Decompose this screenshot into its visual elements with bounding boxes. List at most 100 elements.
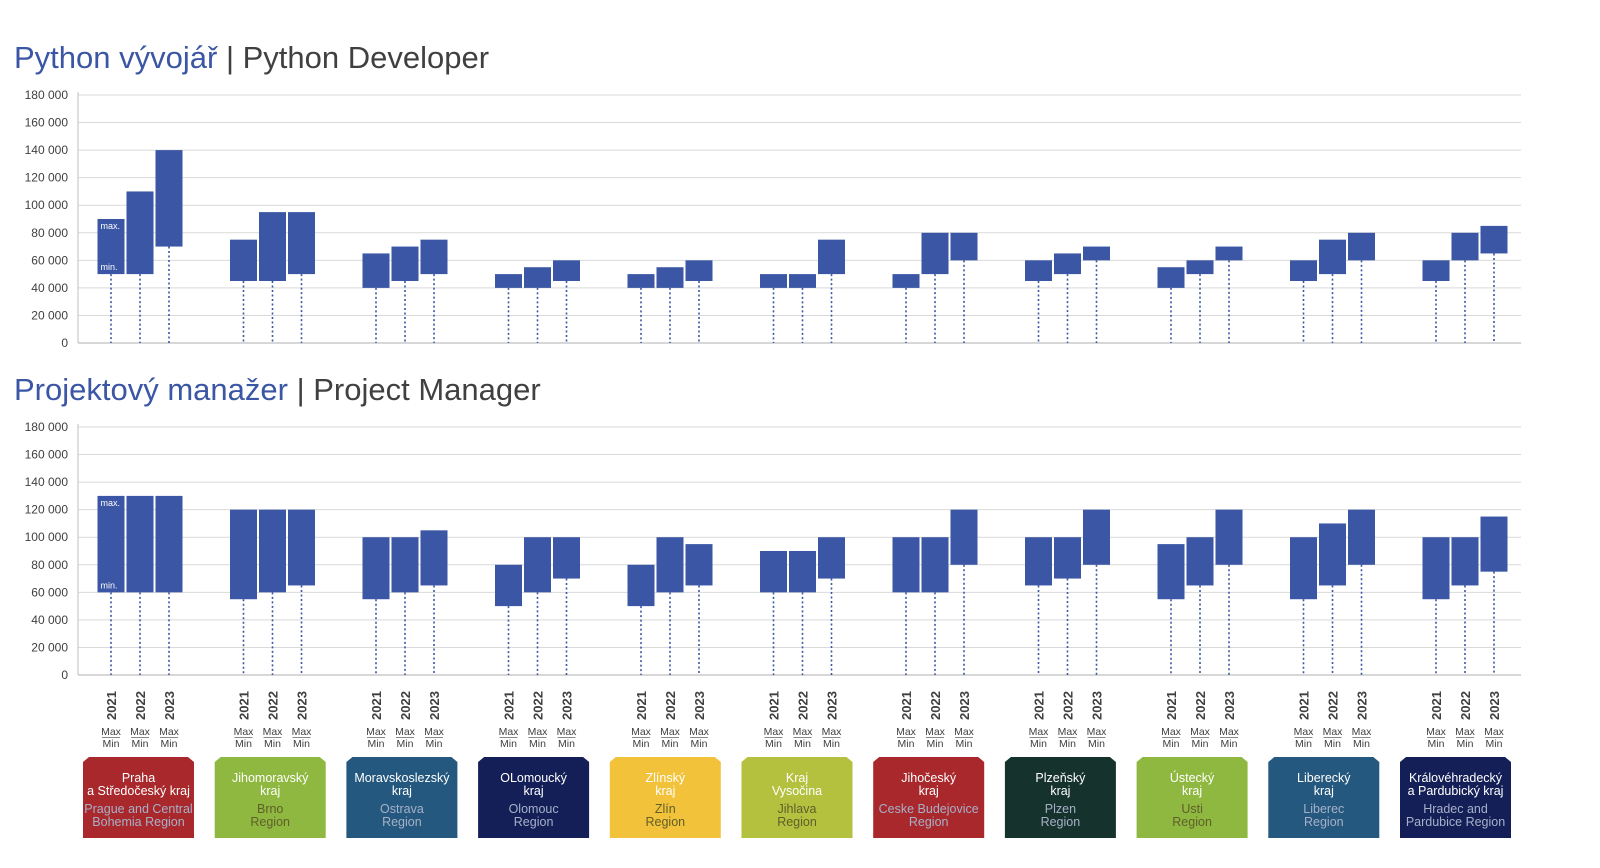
year-label: 2021 [369,691,384,720]
salary-range-bar [656,537,684,593]
max-label: Max [263,726,284,738]
salary-range-bar [818,537,845,579]
max-label: Max [234,726,255,738]
salary-range-bar [126,191,154,275]
salary-range-bar [230,239,257,281]
min-label: Min [1030,738,1047,750]
region-name-cz: kraj [392,784,412,798]
region-badge-shape [1268,757,1380,838]
min-label: Min [1192,738,1209,750]
salary-range-bar [892,537,920,593]
region-name-cz: kraj [655,784,675,798]
salary-range-bar [495,274,522,288]
y-tick-label: 60 000 [31,585,68,599]
region-name-cz: kraj [1182,784,1202,798]
salary-range-bar [789,551,816,593]
region-name-en: Brno [257,802,283,816]
region-name-cz: Jihočeský [901,771,957,785]
title-python-cz: Python vývojář [14,40,218,75]
region-badge-shape [214,757,326,838]
min-label: Min [558,738,575,750]
salary-range-bar [1054,253,1081,275]
region-name-en: Region [514,815,554,829]
year-label: 2021 [1164,691,1179,720]
y-tick-label: 40 000 [31,281,68,295]
max-label: Max [130,726,151,738]
year-label: 2023 [162,691,177,720]
salary-range-bar [1290,537,1317,600]
chart-title-python: Python vývojář | Python Developer [14,40,489,76]
title-python-separator: | [217,40,243,75]
y-tick-label: 40 000 [31,613,68,627]
max-label: Max [557,726,578,738]
salary-range-bar [553,537,580,579]
max-label: Max [660,726,681,738]
salary-range-bar [1157,267,1185,288]
y-tick-label: 140 000 [25,143,69,157]
min-label: Min [927,738,944,750]
region-name-en: Olomouc [509,802,559,816]
region-name-cz: a Pardubický kraj [1408,784,1504,798]
salary-range-bar [420,530,448,586]
salary-range-bar [97,219,125,275]
chart-title-project-manager: Projektový manažer | Project Manager [14,372,541,408]
region-name-en: Zlín [655,802,676,816]
salary-range-bar [950,509,978,565]
year-label: 2022 [663,691,678,720]
min-label: Min [161,738,178,750]
region-name-en: Region [250,815,290,829]
year-label: 2021 [237,691,252,720]
y-tick-label: 20 000 [31,308,68,322]
region-badge-shape [346,757,458,838]
year-label: 2021 [767,691,782,720]
chart-project-manager: 0 20 000 40 000 60 000 80 000 100 000 120 000 1… [25,420,1521,682]
title-python-en: Python Developer [242,40,490,75]
salary-range-bar [1348,509,1375,565]
salary-range-bar [1319,239,1346,275]
salary-range-bar [362,537,390,600]
max-label: Max [1294,726,1315,738]
y-tick-label: 0 [61,336,68,350]
salary-range-bar [627,564,655,607]
year-label: 2022 [266,691,281,720]
salary-range-bar [950,232,978,261]
min-label: Min [823,738,840,750]
min-label: Min [794,738,811,750]
year-label: 2022 [133,691,148,720]
min-label: Min [1163,738,1180,750]
region-badge-shape [1004,757,1116,838]
min-label: Min [1353,738,1370,750]
region-badge-shape [741,757,853,838]
min-label: Min [633,738,650,750]
region-name-cz: Ústecký [1170,770,1215,785]
salary-range-bar [1480,225,1508,254]
year-label: 2022 [796,691,811,720]
region-name-cz: Praha [122,771,155,785]
salary-range-bar [362,253,390,288]
min-label: Min [1457,738,1474,750]
year-label: 2021 [502,691,517,720]
salary-range-bar [391,246,419,281]
year-label: 2022 [531,691,546,720]
bar-max-label: max. [101,498,121,508]
title-pm-cz: Projektový manažer [14,372,288,407]
salary-range-bar [1422,260,1450,281]
year-label: 2021 [1429,691,1444,720]
min-label: Min [293,738,310,750]
salary-range-bar [1290,260,1317,281]
salary-range-bar [921,537,949,593]
title-pm-en: Project Manager [313,372,541,407]
salary-range-bar [259,509,286,593]
min-label: Min [1221,738,1238,750]
max-label: Max [395,726,416,738]
y-tick-label: 180 000 [25,88,69,102]
salary-range-bar [288,509,315,586]
max-label: Max [1352,726,1373,738]
y-tick-label: 60 000 [31,253,68,267]
region-name-en: Region [1041,815,1081,829]
min-label: Min [132,738,149,750]
salary-range-bar [1422,537,1450,600]
year-label: 2022 [928,691,943,720]
y-tick-label: 100 000 [25,198,69,212]
